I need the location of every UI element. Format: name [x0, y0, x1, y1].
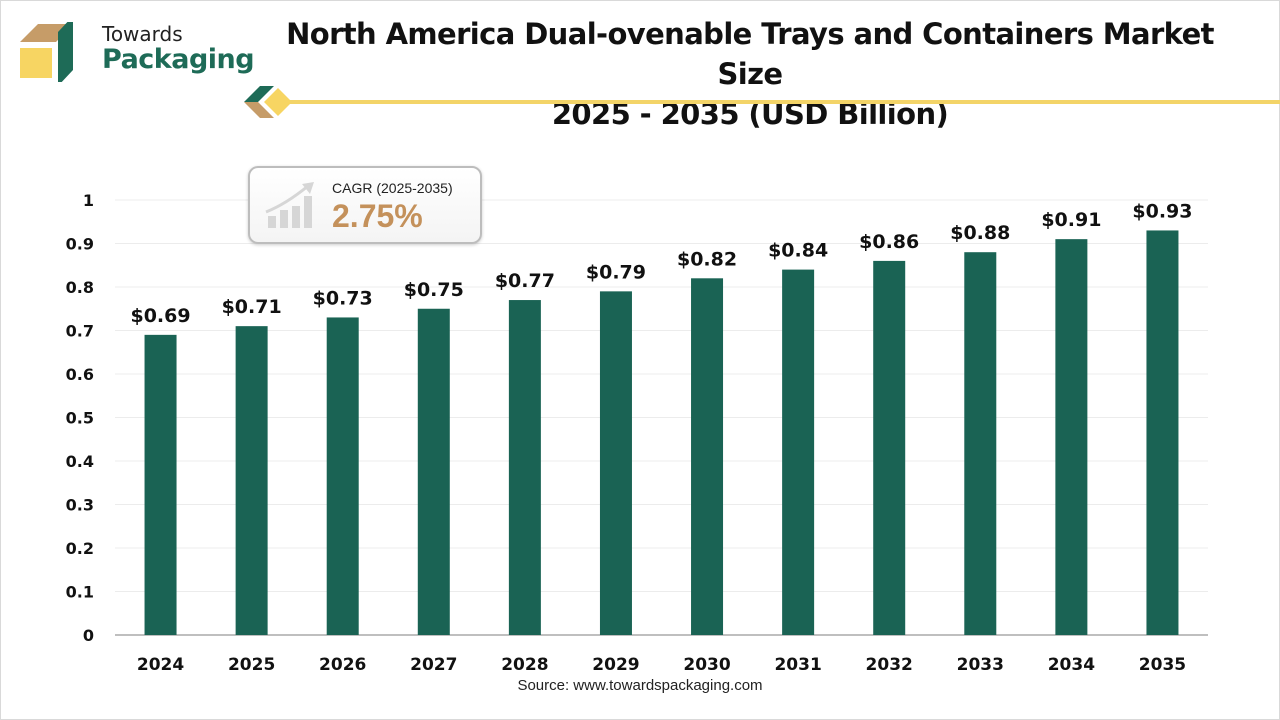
x-tick-label: 2030: [683, 655, 730, 675]
bar: [782, 269, 815, 635]
data-label: $0.86: [859, 231, 919, 253]
y-tick-label: 0.7: [66, 322, 94, 341]
bar: [508, 300, 541, 635]
bar: [235, 326, 268, 635]
bar: [1055, 239, 1088, 635]
data-label: $0.75: [404, 279, 464, 301]
x-tick-label: 2024: [137, 655, 184, 675]
bar: [1146, 230, 1179, 635]
header-underline: [290, 100, 1280, 104]
brand-line1: Towards: [102, 22, 183, 46]
bar: [417, 308, 450, 635]
bar: [691, 278, 724, 635]
data-label: $0.84: [768, 240, 828, 262]
brand-line2: Packaging: [102, 44, 255, 75]
x-tick-label: 2034: [1048, 655, 1095, 675]
growth-chart-icon: [265, 182, 314, 228]
x-tick-label: 2027: [410, 655, 457, 675]
cagr-value: 2.75%: [332, 198, 423, 234]
bar: [599, 291, 632, 635]
x-tick-label: 2025: [228, 655, 275, 675]
bar: [873, 260, 906, 635]
y-tick-label: 0.9: [66, 235, 94, 254]
y-tick-label: 0: [83, 626, 94, 645]
data-label: $0.79: [586, 261, 646, 283]
data-label: $0.73: [313, 287, 373, 309]
bar: [964, 252, 997, 635]
data-label: $0.82: [677, 248, 737, 270]
bar: [144, 334, 177, 635]
data-label: $0.93: [1132, 200, 1192, 222]
y-tick-label: 0.8: [66, 278, 94, 297]
data-label: $0.91: [1041, 209, 1101, 231]
cagr-label: CAGR (2025-2035): [332, 180, 453, 196]
x-tick-label: 2029: [592, 655, 639, 675]
x-tick-label: 2028: [501, 655, 548, 675]
y-tick-label: 1: [83, 191, 94, 210]
diamond-deco-icon: [244, 86, 292, 118]
data-label: $0.69: [130, 305, 190, 327]
y-tick-label: 0.6: [66, 365, 94, 384]
x-tick-label: 2031: [774, 655, 821, 675]
data-label: $0.77: [495, 270, 555, 292]
brand-logo: Towards Packaging: [18, 16, 255, 86]
title-line1: North America Dual-ovenable Trays and Co…: [286, 17, 1214, 91]
y-tick-label: 0.5: [66, 409, 94, 428]
y-tick-label: 0.1: [66, 583, 94, 602]
data-label: $0.71: [222, 296, 282, 318]
box-logo-icon: [20, 16, 73, 86]
y-tick-label: 0.4: [66, 452, 94, 471]
cagr-callout: CAGR (2025-2035) 2.75%: [248, 166, 482, 244]
x-tick-label: 2033: [957, 655, 1004, 675]
bar: [326, 317, 359, 635]
data-label: $0.88: [950, 222, 1010, 244]
x-tick-label: 2032: [866, 655, 913, 675]
y-tick-label: 0.2: [66, 539, 94, 558]
source-note: Source: www.towardspackaging.com: [517, 677, 763, 694]
x-tick-label: 2035: [1139, 655, 1186, 675]
y-tick-label: 0.3: [66, 496, 94, 515]
x-tick-label: 2026: [319, 655, 366, 675]
